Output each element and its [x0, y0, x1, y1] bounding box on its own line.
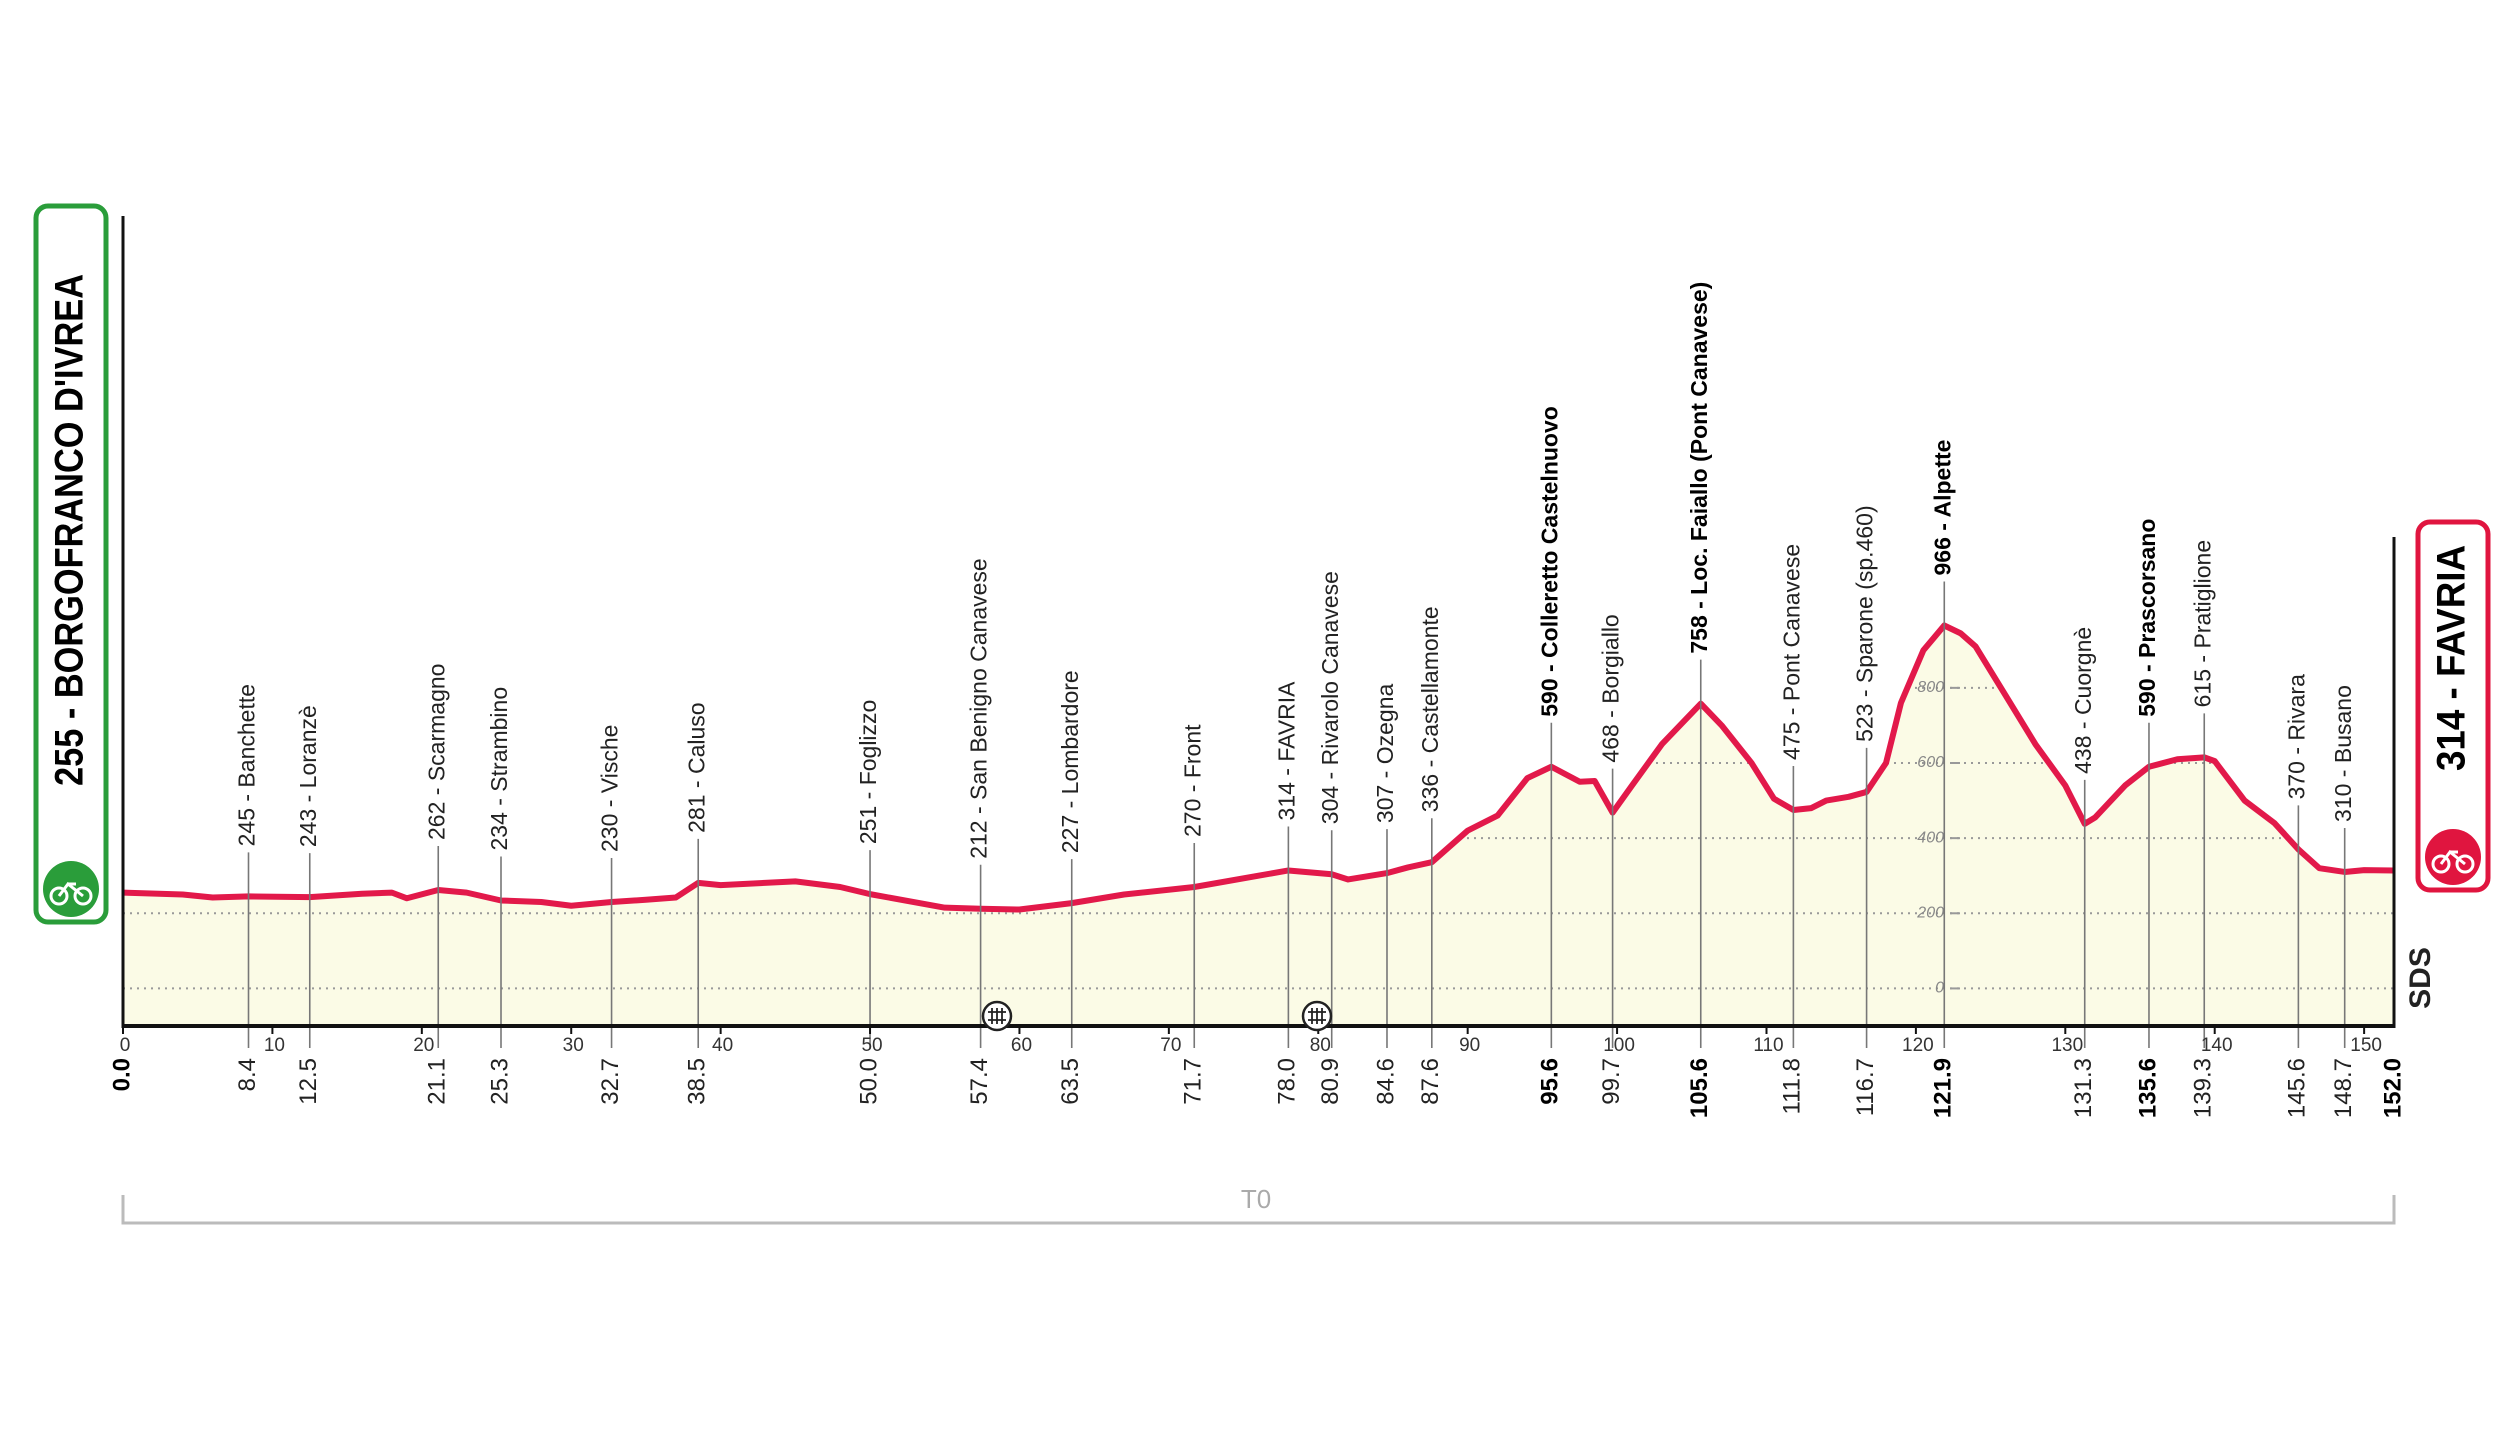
- waypoint-name: 230 - Vische: [597, 725, 623, 852]
- y-tick-label: 600: [1917, 754, 1944, 771]
- waypoint-km: 38.5: [684, 1058, 711, 1105]
- waypoint-km: 78.0: [1274, 1058, 1301, 1105]
- x-tick-label: 60: [1011, 1035, 1032, 1056]
- bike-icon: [49, 881, 93, 906]
- x-tick-label: 100: [1603, 1035, 1635, 1056]
- bracket: [121, 1195, 2396, 1225]
- waypoint-km: 95.6: [1537, 1058, 1564, 1105]
- waypoint-km: 131.3: [2070, 1058, 2097, 1118]
- x-tick-label: 120: [1902, 1035, 1934, 1056]
- waypoint-km: 87.6: [1417, 1058, 1444, 1105]
- waypoint-km: 12.5: [295, 1058, 322, 1105]
- waypoint-name: 370 - Rivara: [2283, 674, 2309, 799]
- x-tick-label: 10: [264, 1035, 285, 1056]
- waypoint-km: 121.9: [1930, 1058, 1957, 1118]
- waypoint-km: 57.4: [966, 1058, 993, 1105]
- waypoint-name: 438 - Cuorgnè: [2070, 627, 2096, 774]
- waypoint-name: 314 - FAVRIA: [1273, 681, 1299, 821]
- start-box: [33, 203, 109, 925]
- waypoint-km: 63.5: [1057, 1058, 1084, 1105]
- y-tick-label: 800: [1917, 679, 1944, 696]
- waypoint-km: 135.6: [2134, 1058, 2161, 1118]
- y-tick-label: 0: [1935, 980, 1944, 997]
- waypoint-name: 243 - Loranzè: [295, 705, 321, 847]
- sprint-icon: [1301, 1000, 1333, 1032]
- waypoint-km: 50.0: [855, 1058, 882, 1105]
- waypoint-name: 262 - Scarmagno: [423, 664, 449, 840]
- bike-icon: [2431, 849, 2475, 874]
- waypoint-name: 468 - Borgiallo: [1598, 614, 1624, 762]
- start-km: 0.0: [108, 1058, 135, 1091]
- waypoint-name: 270 - Front: [1179, 724, 1205, 837]
- x-tick-label: 110: [1753, 1035, 1783, 1056]
- start-label: 255 - BORGOFRANCO D'IVREA: [48, 274, 92, 786]
- x-tick-label: 140: [2201, 1035, 2233, 1056]
- waypoint-name: 523 - Sparone (sp.460): [1852, 505, 1878, 742]
- finish-box: [2415, 519, 2491, 893]
- waypoint-name: 590 - Prascorsano: [2134, 519, 2160, 717]
- waypoint-name: 227 - Lombardore: [1057, 670, 1083, 853]
- waypoint-km: 8.4: [234, 1058, 261, 1091]
- finish-icon: [2425, 829, 2481, 885]
- finish-km: 152.0: [2379, 1058, 2406, 1118]
- waypoint-km: 84.6: [1372, 1058, 1399, 1105]
- waypoint-name: 310 - Busano: [2330, 685, 2356, 822]
- waypoint-name: 212 - San Benigno Canavese: [966, 558, 992, 859]
- waypoint-name: 307 - Ozegna: [1372, 684, 1398, 824]
- waypoint-km: 148.7: [2330, 1058, 2357, 1118]
- sprint-icon: [981, 1000, 1013, 1032]
- waypoint-km: 111.8: [1779, 1058, 1806, 1115]
- waypoint-name: 245 - Banchette: [234, 684, 260, 846]
- waypoint-km: 145.6: [2284, 1058, 2311, 1118]
- waypoint-km: 21.1: [424, 1058, 451, 1105]
- waypoint-name: 304 - Rivarolo Canavese: [1317, 571, 1343, 824]
- x-tick-label: 50: [861, 1035, 882, 1056]
- x-tick-label: 90: [1459, 1035, 1480, 1056]
- waypoint-name: 475 - Pont Canavese: [1778, 544, 1804, 760]
- waypoint-km: 105.6: [1686, 1058, 1713, 1118]
- waypoint-km: 139.3: [2190, 1058, 2217, 1118]
- profile-fill: [123, 625, 2394, 1026]
- waypoint-km: 99.7: [1598, 1058, 1625, 1105]
- x-tick-label: 150: [2350, 1035, 2382, 1056]
- waypoint-name: 336 - Castellamonte: [1417, 606, 1443, 812]
- x-tick-label: 80: [1310, 1035, 1331, 1056]
- y-tick-label: 400: [1917, 829, 1944, 846]
- waypoint-name: 590 - Colleretto Castelnuovo: [1536, 406, 1562, 717]
- waypoint-name: 251 - Foglizzo: [855, 700, 881, 844]
- x-tick-label: 70: [1160, 1035, 1181, 1056]
- waypoint-km: 32.7: [597, 1058, 624, 1105]
- x-tick-label: 40: [712, 1035, 733, 1056]
- waypoint-name: 234 - Strambino: [486, 687, 512, 851]
- start-icon: [43, 861, 99, 917]
- finish-label: 314 - FAVRIA: [2430, 545, 2474, 771]
- waypoint-name: 615 - Pratiglione: [2189, 540, 2215, 708]
- waypoint-km: 80.9: [1317, 1058, 1344, 1105]
- waypoint-km: 25.3: [486, 1058, 513, 1105]
- waypoint-name: 966 - Alpette: [1929, 440, 1955, 576]
- y-tick-label: 200: [1916, 905, 1944, 922]
- bracket-label: T0: [1241, 1184, 1271, 1214]
- x-tick-label: 130: [2051, 1035, 2083, 1056]
- x-tick-label: 0: [120, 1035, 131, 1056]
- x-tick-label: 20: [413, 1035, 434, 1056]
- waypoint-name: 281 - Caluso: [683, 702, 709, 832]
- logo: SDS: [2404, 947, 2437, 1009]
- waypoint-km: 71.7: [1180, 1058, 1207, 1105]
- x-tick-label: 30: [563, 1035, 584, 1056]
- waypoint-km: 116.7: [1852, 1058, 1879, 1116]
- waypoint-name: 758 - Loc. Faiallo (Pont Canavese): [1686, 282, 1712, 654]
